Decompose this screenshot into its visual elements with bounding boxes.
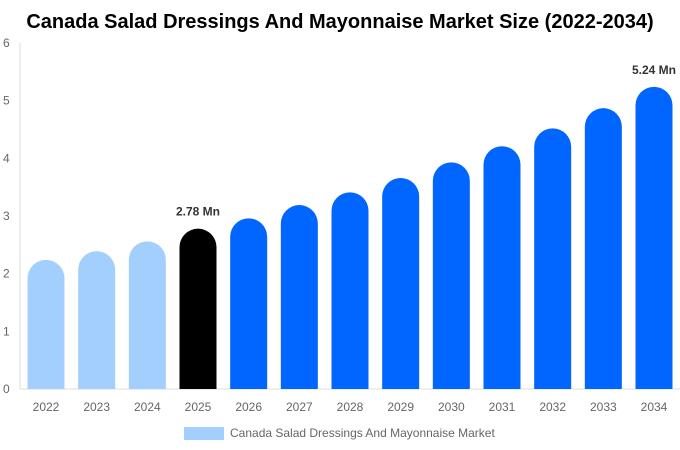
x-tick-label: 2029 [387, 400, 414, 414]
bar-2033[interactable] [584, 108, 622, 390]
x-tick-label: 2025 [185, 400, 212, 414]
y-tick-label: 1 [3, 324, 10, 338]
bar-2027[interactable] [280, 205, 318, 389]
x-tick-label: 2030 [438, 400, 465, 414]
legend[interactable]: Canada Salad Dressings And Mayonnaise Ma… [184, 426, 495, 440]
bars [27, 86, 673, 390]
y-tick-label: 3 [3, 209, 10, 223]
chart-title: Canada Salad Dressings And Mayonnaise Ma… [26, 11, 653, 33]
bar-2032[interactable] [534, 128, 572, 389]
x-tick-label: 2023 [83, 400, 110, 414]
bar-2026[interactable] [230, 218, 268, 389]
x-axis: 2022 2023 2024 2025 2026 2027 2028 2029 2030 2031… [33, 400, 668, 414]
legend-swatch [184, 427, 224, 440]
data-label: 5.24 Mn [632, 63, 676, 77]
bar-2028[interactable] [331, 192, 369, 389]
data-label: 2.78 Mn [176, 205, 220, 219]
bar-2034[interactable] [635, 86, 673, 390]
x-tick-label: 2028 [337, 400, 364, 414]
x-tick-label: 2032 [539, 400, 566, 414]
bar-2023[interactable] [78, 251, 116, 389]
x-tick-label: 2034 [641, 400, 668, 414]
y-tick-label: 5 [3, 94, 10, 108]
x-tick-label: 2022 [33, 400, 60, 414]
x-tick-label: 2027 [286, 400, 313, 414]
x-tick-label: 2024 [134, 400, 161, 414]
y-tick-label: 6 [3, 36, 10, 50]
bar-2022[interactable] [27, 259, 65, 389]
x-tick-label: 2031 [489, 400, 516, 414]
annotations: 2.78 Mn 5.24 Mn [176, 63, 676, 219]
y-tick-label: 2 [3, 267, 10, 281]
y-tick-label: 4 [3, 151, 10, 165]
bar-2030[interactable] [432, 162, 470, 389]
bar-2025[interactable] [179, 228, 217, 389]
x-tick-label: 2033 [590, 400, 617, 414]
legend-label: Canada Salad Dressings And Mayonnaise Ma… [230, 426, 495, 440]
x-tick-label: 2026 [235, 400, 262, 414]
bar-2031[interactable] [483, 146, 521, 389]
bar-2029[interactable] [382, 177, 420, 389]
y-tick-label: 0 [3, 382, 10, 396]
bar-2024[interactable] [128, 241, 166, 389]
